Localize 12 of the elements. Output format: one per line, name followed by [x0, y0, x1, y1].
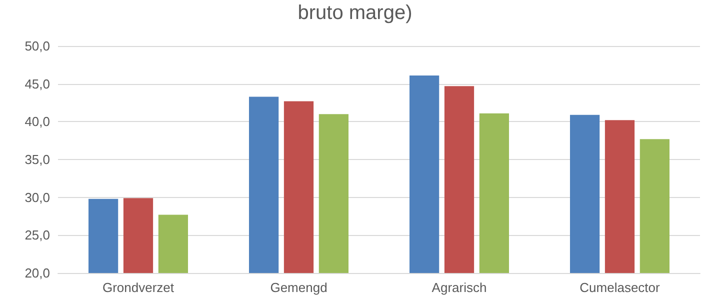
- y-tick-label: 40,0: [24, 114, 50, 130]
- y-tick-label: 20,0: [24, 266, 50, 280]
- x-tick-label: Agrarisch: [432, 280, 487, 295]
- y-tick-label: 50,0: [24, 38, 50, 54]
- x-tick-label: Cumelasector: [580, 280, 661, 295]
- y-tick-label: 30,0: [24, 190, 50, 205]
- y-tick-label: 25,0: [24, 228, 50, 243]
- y-tick-label: 45,0: [24, 76, 50, 92]
- x-tick-label: Gemengd: [270, 280, 328, 295]
- x-tick-label: Grondverzet: [102, 280, 174, 295]
- chart-title: bruto marge): [298, 2, 412, 24]
- y-tick-label: 35,0: [24, 152, 50, 167]
